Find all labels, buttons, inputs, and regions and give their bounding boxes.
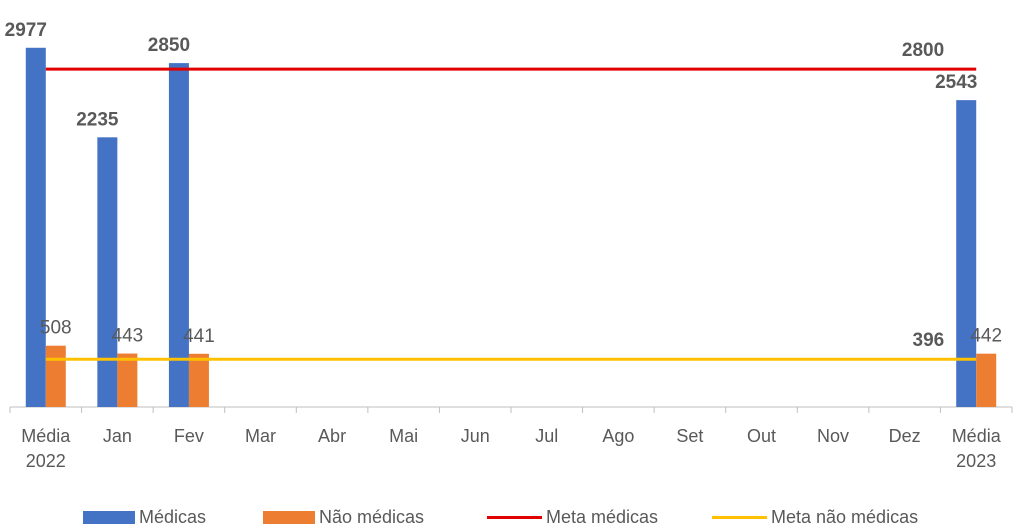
bar [25,47,46,408]
x-tick-label: Média 2023 [951,426,1001,471]
x-tick-label: Abr [318,426,347,446]
legend-swatch [263,511,315,524]
data-label: 2800 [902,40,944,61]
data-label: 508 [40,318,72,339]
x-tick-label: Jun [460,426,490,446]
x-tick-label: Jul [535,426,559,446]
x-tick-label: Mai [389,426,419,446]
x-tick-label: Média 2022 [21,426,71,471]
data-label: 2977 [5,20,47,41]
x-tick-label: Mar [245,426,276,446]
x-tick-label: Ago [602,426,635,446]
legend-label: Médicas [139,507,207,527]
bar [117,353,138,407]
x-tick-label: Fev [173,426,204,446]
bar [188,353,209,407]
bar [976,353,997,407]
data-label: 396 [913,330,945,351]
legend-item: Não médicas [263,507,424,528]
bar [97,137,118,407]
legend-label: Não médicas [319,507,425,527]
x-tick-label: Set [676,426,704,446]
legend-item: Meta não médicas [712,507,918,528]
legend-label: Meta médicas [546,507,659,527]
x-tick-label: Out [746,426,776,446]
bar [45,345,66,407]
data-label: 442 [970,326,1002,347]
legend-label: Meta não médicas [771,507,919,527]
bar [168,63,189,407]
data-label: 443 [112,326,144,347]
data-label: 2543 [935,72,977,93]
x-tick-label: Dez [888,426,921,446]
legend-swatch [712,516,767,519]
bar [956,100,977,408]
x-tick-label: Nov [817,426,850,446]
legend-swatch [487,516,542,519]
legend-item: Médicas [83,507,206,528]
data-label: 441 [183,326,215,347]
data-label: 2235 [76,109,119,130]
legend-item: Meta médicas [487,507,658,528]
legend-swatch [83,511,135,524]
x-tick-label: Jan [102,426,132,446]
data-label: 2850 [148,35,190,56]
